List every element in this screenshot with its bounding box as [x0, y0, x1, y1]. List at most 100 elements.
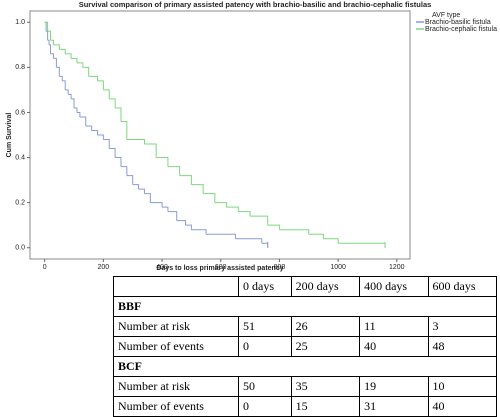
survival-step — [49, 44, 52, 54]
table-cell: BCF — [113, 356, 497, 377]
table-cell: 200 days — [290, 276, 361, 297]
survival-step — [103, 139, 110, 149]
survival-step — [88, 75, 98, 81]
survival-step — [85, 125, 93, 131]
survival-step — [185, 224, 192, 230]
survival-step — [44, 21, 49, 32]
survival-step — [176, 220, 187, 226]
table-cell: 0 — [238, 336, 292, 357]
survival-step — [206, 233, 236, 239]
survival-step — [156, 157, 169, 167]
survival-step — [308, 233, 324, 239]
table-cell — [112, 276, 240, 297]
table-cell: Number at risk — [112, 316, 240, 337]
survival-step — [53, 57, 57, 68]
y-tick-label: 0.2 — [15, 199, 25, 206]
table-cell: 0 days — [238, 276, 292, 297]
table-cell: 26 — [290, 316, 361, 337]
y-axis-label: Cum Survival — [6, 113, 13, 158]
x-tick-label: 800 — [274, 264, 286, 271]
survival-step — [144, 193, 151, 203]
table-cell: BBF — [113, 296, 497, 317]
survival-step — [191, 229, 207, 235]
survival-step — [109, 148, 116, 158]
chart-title: Survival comparison of primary assisted … — [79, 0, 432, 9]
table-cell: Number at risk — [112, 376, 240, 397]
table-cell: 0 — [238, 396, 292, 417]
table-cell: Number of events — [112, 336, 240, 357]
survival-step — [47, 30, 52, 41]
table-row: BBF — [113, 296, 497, 317]
x-tick-label: 600 — [215, 264, 227, 271]
table-cell: 51 — [238, 316, 292, 337]
x-tick-label: 1200 — [389, 264, 405, 271]
table-cell: 31 — [359, 396, 429, 417]
survival-step — [115, 107, 122, 122]
table-cell: 11 — [359, 316, 429, 337]
y-tick-label: 0.0 — [15, 245, 25, 252]
survival-step — [62, 80, 66, 90]
table-cell: 50 — [238, 376, 292, 397]
survival-step — [74, 107, 78, 113]
table-row: Number at risk 51 26 11 3 — [112, 316, 498, 337]
survival-step — [50, 53, 54, 59]
survival-step — [91, 129, 98, 135]
survival-step — [235, 238, 263, 244]
plot-frame — [29, 10, 411, 260]
survival-step — [79, 116, 87, 126]
page: Survival comparison of primary assisted … — [5, 0, 498, 417]
survival-step — [126, 139, 145, 145]
survival-step — [97, 134, 104, 140]
x-tick-label: 0 — [43, 264, 47, 271]
legend-label: Brachio-basilic fistula — [425, 19, 491, 26]
survival-step — [50, 39, 54, 45]
survival-step — [250, 215, 269, 226]
survival-step — [120, 166, 128, 176]
survival-step — [167, 166, 181, 176]
x-axis-label: Days to loss primary assisted patency — [156, 265, 283, 272]
survival-step — [47, 39, 50, 45]
x-tick-label: 1000 — [330, 264, 346, 271]
survival-step — [267, 224, 280, 230]
survival-step — [323, 238, 339, 244]
table-row: Number at risk 50 35 19 10 — [112, 376, 498, 397]
x-tick-label: 200 — [98, 264, 110, 271]
survival-step — [115, 157, 122, 167]
x-tick-label: 400 — [156, 264, 168, 271]
survival-step — [76, 62, 84, 68]
survival-step — [162, 206, 169, 212]
table-row: Number of events 0 15 31 40 — [112, 396, 498, 417]
chart: Survival comparison of primary assisted … — [6, 0, 497, 272]
table-row: Number of events 0 25 40 48 — [112, 336, 498, 357]
table-cell: 19 — [359, 376, 429, 397]
survival-step — [238, 211, 251, 217]
survival-step — [109, 98, 116, 108]
survival-step — [179, 175, 192, 185]
survival-step — [65, 53, 72, 59]
y-tick-label: 1.0 — [15, 19, 25, 26]
survival-step — [76, 111, 81, 117]
y-tick-label: 0.6 — [15, 109, 25, 116]
table-cell: 35 — [290, 376, 361, 397]
survival-step — [97, 80, 104, 90]
survival-step — [203, 193, 216, 203]
survival-step — [120, 120, 128, 140]
table-cell: 40 — [427, 396, 498, 417]
survival-step — [132, 184, 140, 190]
survival-step — [144, 143, 157, 158]
table-cell: 3 — [427, 316, 498, 337]
survival-step — [126, 175, 134, 185]
y-tick-label: 0.4 — [15, 154, 25, 161]
survival-step — [59, 48, 66, 54]
survival-step — [65, 89, 69, 95]
survival-step — [103, 89, 110, 99]
table-cell: 25 — [290, 336, 361, 357]
survival-step — [71, 98, 75, 108]
table-cell: 48 — [427, 336, 498, 357]
table-cell: 15 — [290, 396, 361, 417]
table-row: BCF — [113, 356, 497, 377]
legend-title: AVF type — [432, 12, 460, 19]
survival-step — [59, 75, 63, 81]
survival-step — [82, 66, 90, 77]
table-row: 0 days 200 days 400 days 600 days — [112, 276, 498, 297]
